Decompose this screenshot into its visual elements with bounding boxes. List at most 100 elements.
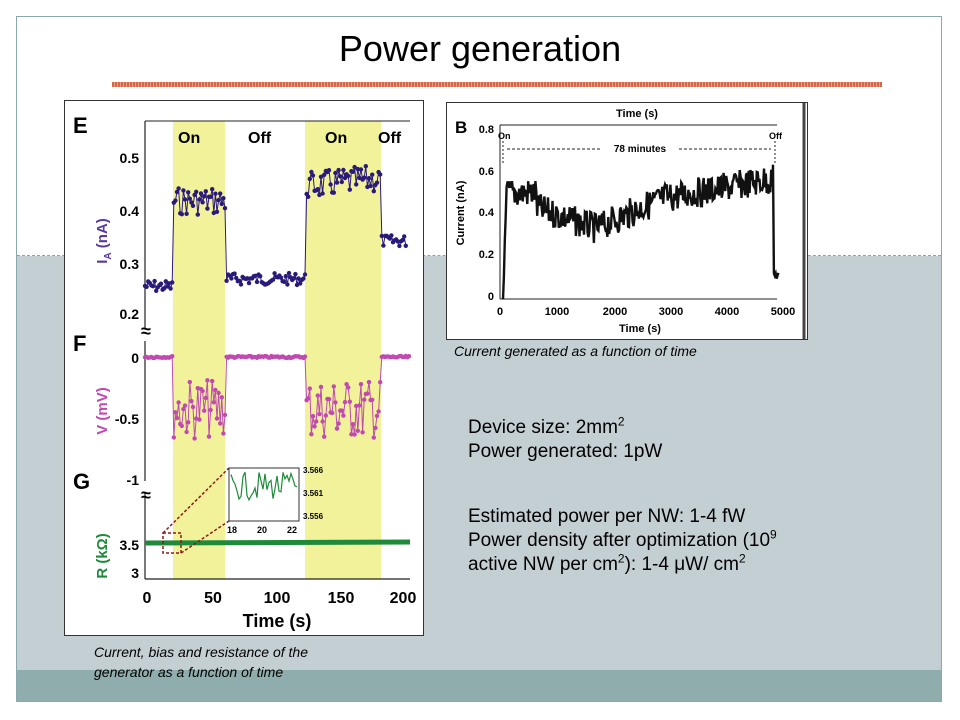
trace-dot xyxy=(323,413,328,418)
trace-dot xyxy=(237,278,242,283)
trace-dot xyxy=(347,187,352,192)
y-axis-label: Current (nA) xyxy=(455,180,467,245)
panel-label-f: F xyxy=(73,331,86,356)
panel-label-b: B xyxy=(455,118,467,137)
trace-dot xyxy=(342,175,348,181)
f-ylabel: V (mV) xyxy=(94,387,111,435)
trace-dot xyxy=(341,413,346,418)
trace-dot xyxy=(352,164,357,170)
f-tick-0: 0 xyxy=(131,350,139,366)
figure-left: E F G On Off On Off IA (nA) 0.5 0.4 0.3 … xyxy=(64,100,424,636)
trace-dot xyxy=(182,403,188,408)
power-generated-line: Power generated: 1pW xyxy=(468,441,663,462)
trace-dot xyxy=(184,211,189,216)
e-ylabel: IA (nA) xyxy=(94,218,114,264)
trace-dot xyxy=(310,173,316,178)
duration-label: 78 minutes xyxy=(614,144,667,155)
trace-dot xyxy=(349,432,354,437)
trace-dot xyxy=(336,421,341,426)
state-label-off-2: Off xyxy=(378,130,402,147)
trace-dot xyxy=(195,212,200,217)
trace-dot xyxy=(222,206,228,211)
x-tick-2: 100 xyxy=(264,590,291,607)
trace-dot xyxy=(181,406,186,412)
break-mark-2: ≈ xyxy=(141,485,151,505)
trace-dot xyxy=(333,400,338,405)
trace-dot xyxy=(406,354,412,359)
figure-right-graphic: B Time (s) On Off 78 minutes Current (nA… xyxy=(455,103,806,339)
trace-dot xyxy=(150,284,156,289)
trace-dot xyxy=(189,398,194,404)
trace-dot xyxy=(163,279,168,284)
trace-dot xyxy=(322,434,327,439)
trace-dot xyxy=(374,413,380,419)
trace-dot xyxy=(397,243,402,249)
trace-dot xyxy=(306,396,311,401)
trace-dot xyxy=(205,206,210,211)
trace-dot xyxy=(229,276,234,281)
trace-dot xyxy=(331,384,336,389)
trace-dot xyxy=(214,416,220,421)
trace-dot xyxy=(194,189,199,194)
trace-dot xyxy=(218,191,223,196)
trace-dot xyxy=(378,172,383,177)
top-axis-label: Time (s) xyxy=(616,108,658,120)
resistance-trace xyxy=(144,539,411,546)
trace-dot xyxy=(173,410,178,415)
trace-dot xyxy=(208,407,213,413)
x-tick-3: 3000 xyxy=(659,306,683,318)
trace-dot xyxy=(318,174,324,179)
g-tick-0: 3.5 xyxy=(120,537,140,553)
trace-dot xyxy=(370,397,375,402)
trace-dot xyxy=(176,400,181,405)
trace-dot xyxy=(200,200,205,205)
break-mark-1: ≈ xyxy=(141,321,151,341)
trace-dot xyxy=(370,172,375,177)
trace-dot xyxy=(320,191,325,196)
trace-dot xyxy=(144,284,149,289)
trace-dot xyxy=(232,271,237,276)
trace-dot xyxy=(336,167,341,173)
trace-dot xyxy=(330,410,335,416)
trace-dot xyxy=(291,276,296,281)
g-tick-1: 3 xyxy=(131,565,139,581)
trace-dot xyxy=(282,279,287,284)
trace-dot xyxy=(314,419,319,424)
slide-title: Power generation xyxy=(338,28,622,69)
bottom-band xyxy=(17,670,941,701)
trace-dot xyxy=(216,198,221,203)
trace-dot xyxy=(181,188,186,193)
trace-dot xyxy=(322,172,327,177)
trace-dot xyxy=(301,276,306,281)
trace-dot xyxy=(326,168,332,173)
trace-dot xyxy=(158,281,164,286)
trace-dot xyxy=(376,409,381,414)
trace-dot xyxy=(307,176,312,182)
zoom-box xyxy=(162,532,182,554)
trace-dot xyxy=(400,237,405,243)
trace-dot xyxy=(190,404,196,410)
inset-x-tick-0: 18 xyxy=(227,525,237,535)
trace-dot xyxy=(344,382,349,387)
figure-left-graphic: E F G On Off On Off IA (nA) 0.5 0.4 0.3 … xyxy=(73,113,416,631)
trace-dot xyxy=(234,275,239,281)
trace-dot xyxy=(298,281,303,286)
trace-dot xyxy=(203,395,208,401)
trace-dot xyxy=(270,277,276,282)
y-tick-2: 0.4 xyxy=(479,207,495,219)
trace-dot xyxy=(152,278,157,284)
trace-dot xyxy=(346,173,351,179)
on-band-2 xyxy=(305,121,381,579)
x-tick-4: 4000 xyxy=(715,306,739,318)
e-tick-3: 0.2 xyxy=(120,306,140,322)
trace-dot xyxy=(350,422,356,427)
trace-dot xyxy=(202,408,207,413)
trace-dot xyxy=(205,378,210,383)
trace-dot xyxy=(202,194,207,199)
inset-y-tick-1: 3.561 xyxy=(303,489,324,498)
trace-dot xyxy=(219,395,224,400)
trace-dot xyxy=(168,286,173,291)
trace-dot xyxy=(210,378,215,384)
trace-dot xyxy=(338,174,343,179)
f-tick-1: -0.5 xyxy=(115,411,139,427)
